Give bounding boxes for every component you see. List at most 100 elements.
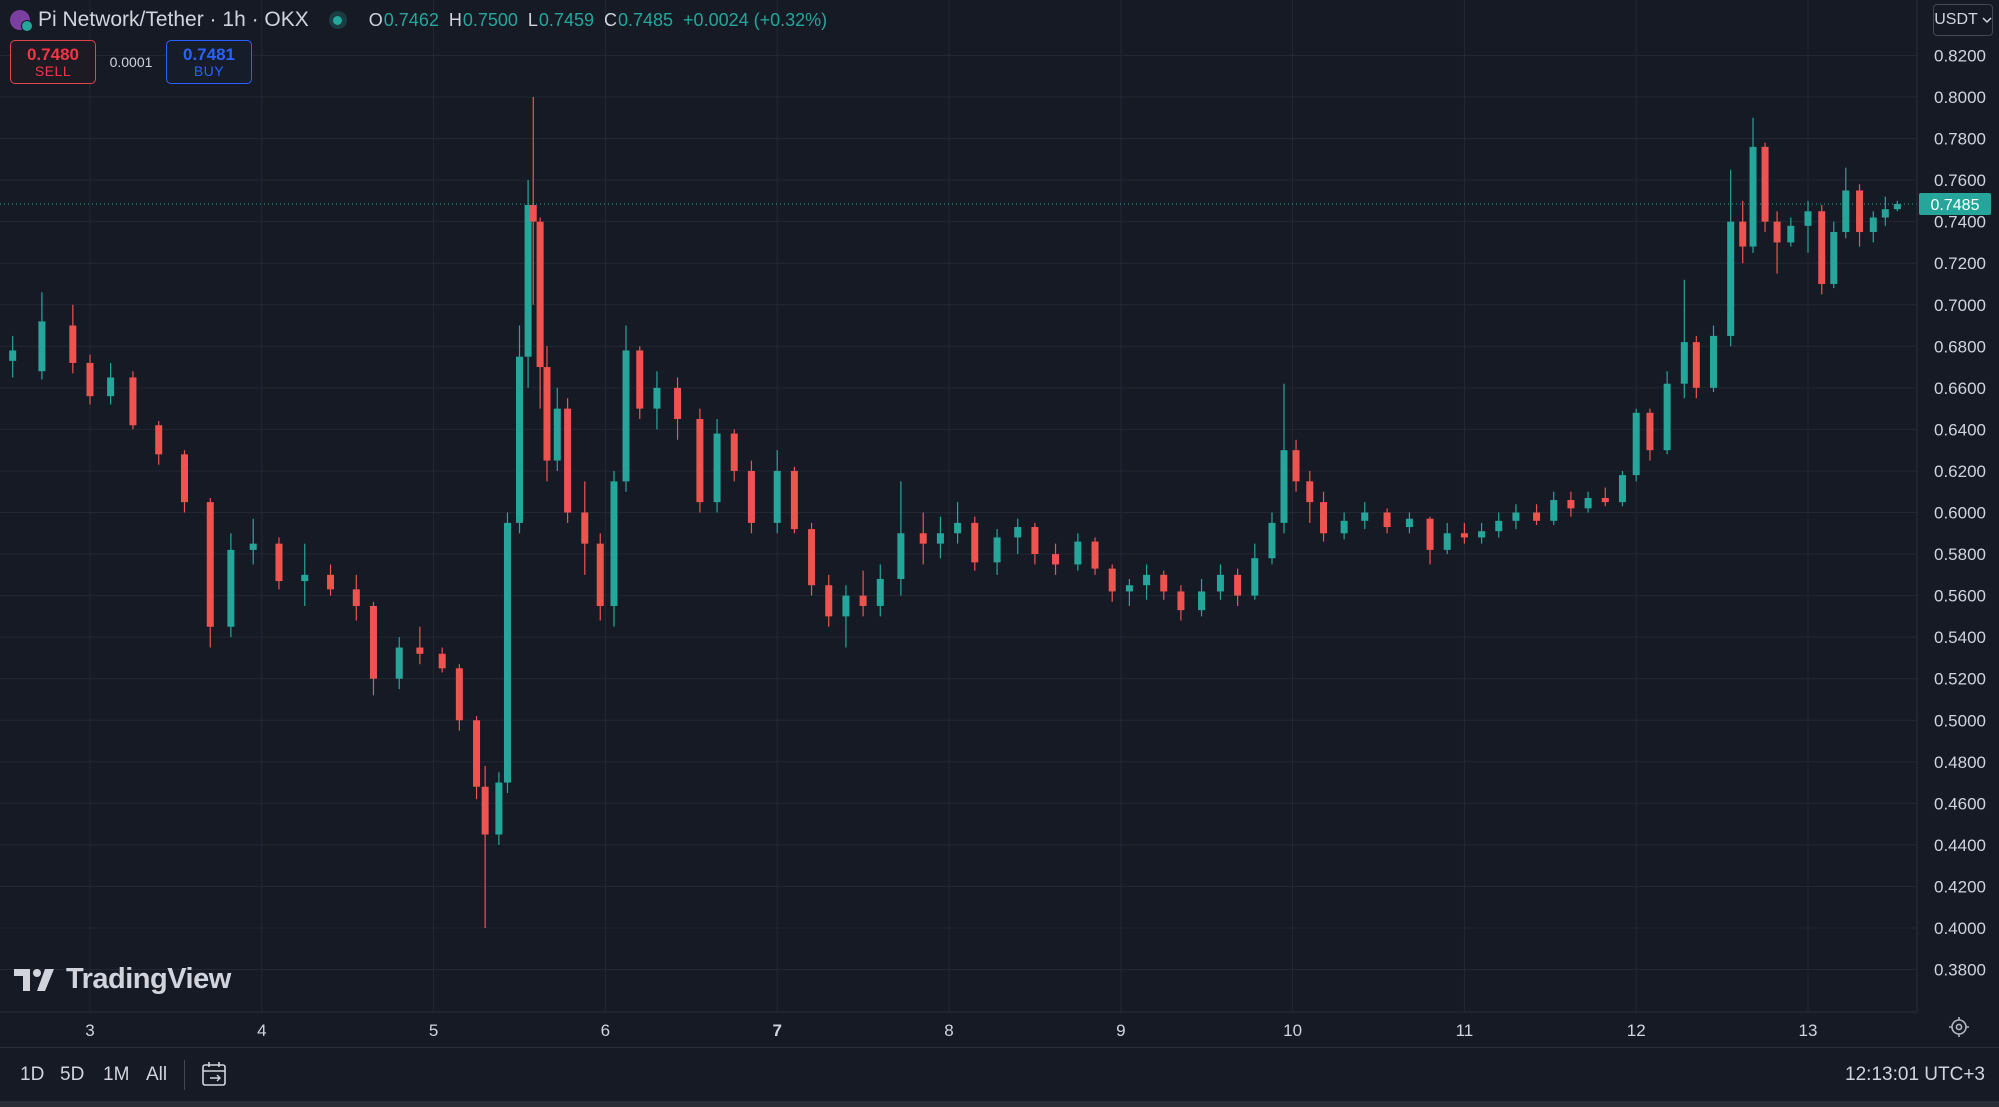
candle-body — [581, 512, 589, 544]
candle-body — [876, 578, 884, 606]
candle-body — [1160, 574, 1168, 592]
x-tick-label: 5 — [429, 1021, 438, 1040]
candle-body — [713, 433, 721, 503]
candle-body — [1074, 541, 1082, 565]
candle-body — [481, 786, 489, 835]
symbol-title[interactable]: Pi Network/Tether · 1h · OKX — [38, 8, 309, 31]
sell-button[interactable]: 0.7480 SELL — [10, 40, 96, 84]
candle-body — [1804, 211, 1812, 226]
candle-body — [622, 350, 630, 482]
y-tick-label: 0.5200 — [1934, 670, 1986, 689]
candle-body — [897, 533, 905, 579]
price-chart[interactable]: 0.8200 0.8000 0.7800 0.7600 0.7400 0.7200 0.70… — [0, 0, 1999, 1047]
x-tick-label: 10 — [1283, 1021, 1302, 1040]
change-value: +0.0024 (+0.32%) — [683, 9, 828, 30]
range-1d[interactable]: 1D — [20, 1064, 45, 1085]
candle-body — [1773, 221, 1781, 243]
candle-body — [1091, 541, 1099, 569]
high-label: H — [448, 9, 462, 30]
candle-body — [301, 574, 309, 582]
clock[interactable]: 12:13:01 UTC+3 — [1845, 1064, 1985, 1085]
candle-body — [1478, 531, 1486, 538]
candle-body — [971, 522, 979, 563]
candle-body — [1125, 585, 1133, 592]
tradingview-logo-text: TradingView — [66, 963, 231, 995]
candle-body — [1495, 520, 1503, 532]
candle-body — [1787, 225, 1795, 243]
candle-body — [206, 502, 214, 627]
candle-body — [1680, 342, 1688, 384]
candle-body — [1739, 221, 1747, 247]
candle-body — [1216, 574, 1224, 592]
candle-body — [1749, 146, 1757, 247]
candle-body — [596, 543, 604, 606]
candle-body — [1443, 533, 1451, 550]
candle-body — [516, 356, 523, 523]
candle-body — [416, 647, 424, 654]
candle-body — [1512, 512, 1520, 521]
candle-body — [993, 537, 1001, 563]
range-1m[interactable]: 1M — [103, 1064, 130, 1085]
price-axis[interactable] — [1917, 0, 1999, 1047]
candle-body — [1533, 512, 1541, 521]
x-tick-label: 12 — [1627, 1021, 1646, 1040]
tradingview-logo-icon — [14, 968, 54, 991]
close-label: C — [603, 9, 617, 30]
candle-body — [1632, 412, 1640, 476]
range-5d[interactable]: 5D — [60, 1064, 85, 1085]
candle-body — [395, 647, 403, 679]
candle-body — [773, 470, 781, 523]
x-tick-label: 8 — [944, 1021, 953, 1040]
candle-body — [1052, 554, 1060, 565]
currency-label: USDT — [1934, 11, 1978, 28]
toolbar-divider — [184, 1060, 185, 1090]
candle-body — [1893, 203, 1901, 210]
y-tick-label: 0.7800 — [1934, 130, 1986, 149]
x-axis-labels[interactable]: 3 4 5 6 7 8 9 10 11 12 13 — [85, 1021, 1817, 1040]
candle-body — [1692, 342, 1700, 388]
range-all[interactable]: All — [146, 1064, 168, 1085]
candle-body — [1280, 450, 1288, 523]
x-tick-label: 4 — [257, 1021, 266, 1040]
candle-body — [227, 549, 235, 627]
candle-body — [790, 470, 798, 530]
close-value: 0.7485 — [617, 9, 674, 30]
symbol-header[interactable]: Pi Network/Tether · 1h · OKX O0.7462 H0.… — [10, 6, 827, 34]
candle-body — [529, 205, 537, 222]
candle-body — [564, 408, 572, 513]
y-tick-label: 0.5000 — [1934, 711, 1986, 730]
y-tick-label: 0.4000 — [1934, 919, 1986, 938]
candle-body — [1567, 500, 1575, 509]
candle-body — [1818, 211, 1826, 284]
y-tick-label: 0.5400 — [1934, 628, 1986, 647]
y-tick-label: 0.7600 — [1934, 171, 1986, 190]
y-tick-label: 0.6000 — [1934, 504, 1986, 523]
sell-label: SELL — [34, 62, 72, 79]
candle-body — [919, 533, 927, 544]
market-open-dot-icon — [328, 11, 347, 29]
buy-button[interactable]: 0.7481 BUY — [166, 40, 252, 84]
candles — [9, 97, 1901, 928]
x-tick-label: 13 — [1799, 1021, 1818, 1040]
candle-body — [1727, 221, 1735, 336]
goto-date-icon[interactable] — [200, 1060, 230, 1088]
currency-selector[interactable]: USDT — [1933, 4, 1993, 36]
candle-body — [1198, 591, 1206, 611]
candle-body — [155, 425, 163, 455]
symbol-logo-icon — [10, 10, 33, 32]
candle-body — [69, 325, 77, 363]
candle-body — [653, 387, 661, 409]
tradingview-logo[interactable]: TradingView — [14, 963, 231, 996]
candle-body — [553, 408, 561, 461]
candle-body — [1663, 383, 1671, 451]
candle-body — [1856, 190, 1864, 233]
y-tick-label: 0.5800 — [1934, 545, 1986, 564]
candle-body — [1646, 412, 1654, 451]
y-tick-label: 0.6200 — [1934, 462, 1986, 481]
ohlc-legend: O0.7462 H0.7500 L0.7459 C0.7485 +0.0024 … — [369, 10, 827, 31]
candle-body — [495, 782, 503, 835]
candle-body — [1306, 481, 1314, 503]
candle-body — [1426, 518, 1434, 550]
settings-gear-icon[interactable] — [1948, 1016, 1970, 1038]
x-tick-label: 9 — [1116, 1021, 1125, 1040]
